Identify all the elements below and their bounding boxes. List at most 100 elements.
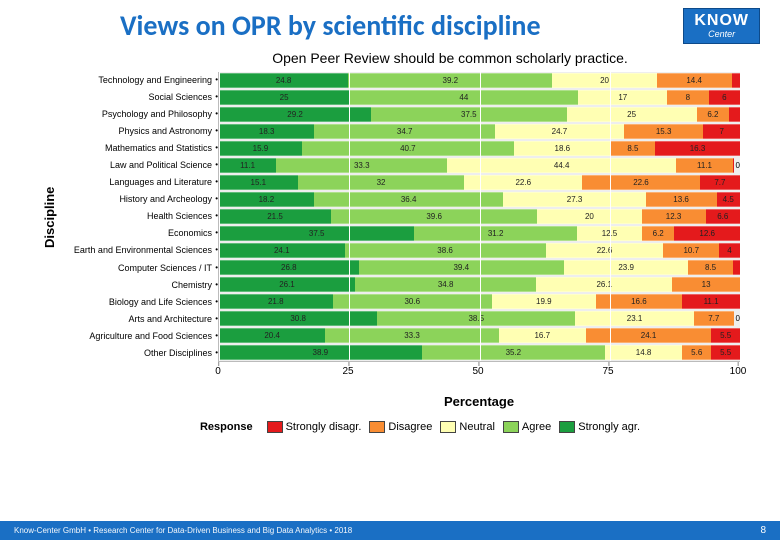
bar-segment: 8.5 bbox=[611, 141, 655, 156]
bar-segment: 20 bbox=[552, 73, 656, 88]
category-label: Earth and Environmental Sciences bbox=[58, 242, 212, 259]
bar-overflow-label: 0 bbox=[736, 314, 740, 323]
legend-swatch bbox=[267, 421, 283, 433]
bar-segment: 18.3 bbox=[219, 124, 314, 139]
bar-segment: 6.2 bbox=[697, 107, 729, 122]
bar-segment: 32 bbox=[298, 175, 465, 190]
bar-segment: 33.3 bbox=[325, 328, 498, 343]
bar-segment bbox=[729, 107, 740, 122]
legend-item: Agree bbox=[503, 421, 551, 433]
bar-segment: 34.7 bbox=[314, 124, 495, 139]
bar-segment: 19.9 bbox=[492, 294, 596, 309]
x-tick: 100 bbox=[730, 366, 747, 377]
bar-segment: 7.7 bbox=[694, 311, 734, 326]
bar-segment: 15.9 bbox=[219, 141, 302, 156]
category-label: Agriculture and Food Sciences bbox=[58, 328, 212, 345]
y-axis-categories: Technology and EngineeringSocial Science… bbox=[58, 72, 218, 362]
bar-segment: 7 bbox=[703, 124, 739, 139]
bar-row: 30.838.523.17.70 bbox=[219, 310, 740, 327]
category-label: Arts and Architecture bbox=[58, 311, 212, 328]
chart-title: Open Peer Review should be common schola… bbox=[160, 50, 740, 66]
bar-segment: 6.2 bbox=[642, 226, 674, 241]
x-tick: 50 bbox=[472, 366, 483, 377]
bar-segment: 16.3 bbox=[655, 141, 740, 156]
bar-segment: 23.9 bbox=[564, 260, 689, 275]
bar-segment: 17 bbox=[578, 90, 667, 105]
bar-segment: 11.1 bbox=[682, 294, 740, 309]
bar-segment: 18.2 bbox=[219, 192, 314, 207]
x-tick: 75 bbox=[602, 366, 613, 377]
bar-segment: 16.7 bbox=[499, 328, 586, 343]
bar-row: 15.940.718.68.516.3 bbox=[219, 140, 740, 157]
bar-segment: 37.5 bbox=[371, 107, 566, 122]
legend-swatch bbox=[503, 421, 519, 433]
legend-item: Strongly disagr. bbox=[267, 421, 362, 433]
bar-segment: 20.4 bbox=[219, 328, 325, 343]
bar-segment: 36.4 bbox=[314, 192, 504, 207]
legend-item: Neutral bbox=[440, 421, 494, 433]
bar-segment: 44.4 bbox=[447, 158, 675, 173]
footer-bar: Know-Center GmbH • Research Center for D… bbox=[0, 521, 780, 540]
category-label: Mathematics and Statistics bbox=[58, 140, 212, 157]
bar-row: 21.539.62012.36.6 bbox=[219, 208, 740, 225]
bar-segment: 12.5 bbox=[577, 226, 642, 241]
legend: Response Strongly disagr.DisagreeNeutral… bbox=[100, 421, 740, 433]
bar-segment: 39.2 bbox=[348, 73, 552, 88]
legend-item: Strongly agr. bbox=[559, 421, 640, 433]
category-label: Technology and Engineering bbox=[58, 72, 212, 89]
x-axis-ticks: 0255075100 bbox=[218, 362, 738, 376]
bar-segment: 30.6 bbox=[333, 294, 492, 309]
bar-segment: 20 bbox=[537, 209, 641, 224]
bar-segment: 34.8 bbox=[355, 277, 536, 292]
category-label: Law and Political Science bbox=[58, 157, 212, 174]
bar-segment: 40.7 bbox=[302, 141, 514, 156]
bar-segment: 35.2 bbox=[422, 345, 605, 360]
bar-segment: 21.5 bbox=[219, 209, 331, 224]
bar-segment: 5.5 bbox=[711, 328, 740, 343]
bar-row: 11.133.344.411.10 bbox=[219, 157, 740, 174]
bar-segment: 29.2 bbox=[219, 107, 371, 122]
footer-text: Know-Center GmbH • Research Center for D… bbox=[14, 526, 352, 535]
legend-label: Agree bbox=[522, 421, 551, 433]
bar-plot-area: 24.839.22014.42544178629.237.5256.218.33… bbox=[218, 72, 740, 362]
bar-segment: 11.1 bbox=[219, 158, 276, 173]
bar-segment: 21.8 bbox=[219, 294, 333, 309]
legend-label: Disagree bbox=[388, 421, 432, 433]
bar-segment: 24.1 bbox=[219, 243, 345, 258]
bar-segment: 8.5 bbox=[688, 260, 732, 275]
bar-segment: 38.9 bbox=[219, 345, 422, 360]
bar-segment: 18.6 bbox=[514, 141, 611, 156]
bar-row: 25441786 bbox=[219, 89, 740, 106]
bar-segment: 13.6 bbox=[646, 192, 717, 207]
logo-main-text: KNOW bbox=[694, 13, 749, 29]
bar-segment: 26.1 bbox=[536, 277, 672, 292]
bar-segment bbox=[733, 158, 734, 173]
bar-segment: 33.3 bbox=[276, 158, 447, 173]
category-label: Computer Sciences / IT bbox=[58, 260, 212, 277]
category-label: Biology and Life Sciences bbox=[58, 294, 212, 311]
bar-segment bbox=[733, 260, 740, 275]
bar-segment: 39.6 bbox=[331, 209, 537, 224]
bar-segment: 11.1 bbox=[676, 158, 733, 173]
bar-segment: 12.3 bbox=[642, 209, 706, 224]
bar-row: 21.830.619.916.611.1 bbox=[219, 293, 740, 310]
bar-row: 26.839.423.98.5 bbox=[219, 259, 740, 276]
category-label: Health Sciences bbox=[58, 208, 212, 225]
category-label: Economics bbox=[58, 225, 212, 242]
bar-segment: 26.8 bbox=[219, 260, 359, 275]
category-label: Physics and Astronomy bbox=[58, 123, 212, 140]
bar-row: 18.334.724.715.37 bbox=[219, 123, 740, 140]
legend-label: Strongly agr. bbox=[578, 421, 640, 433]
category-label: Social Sciences bbox=[58, 89, 212, 106]
bar-segment: 15.3 bbox=[624, 124, 704, 139]
bar-segment: 7.7 bbox=[700, 175, 740, 190]
chart-container: Open Peer Review should be common schola… bbox=[40, 50, 740, 433]
bar-segment: 6.6 bbox=[706, 209, 740, 224]
legend-label: Neutral bbox=[459, 421, 494, 433]
bar-segment: 5.6 bbox=[682, 345, 711, 360]
category-label: Chemistry bbox=[58, 277, 212, 294]
bar-segment bbox=[732, 73, 740, 88]
bar-segment: 12.6 bbox=[674, 226, 740, 241]
bar-segment: 4.5 bbox=[717, 192, 740, 207]
bar-row: 24.138.622.610.74 bbox=[219, 242, 740, 259]
